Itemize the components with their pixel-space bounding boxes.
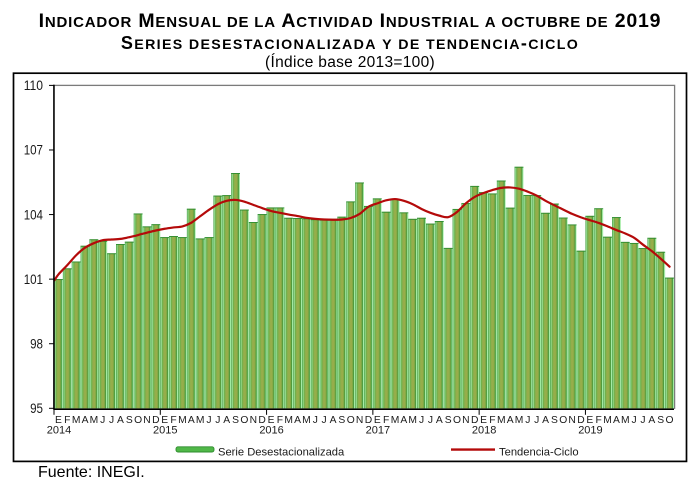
svg-text:E: E [374,415,381,426]
svg-text:A: A [82,415,89,426]
svg-text:S: S [551,415,558,426]
svg-text:A: A [117,415,124,426]
svg-text:A: A [223,415,230,426]
svg-text:E: E [480,415,487,426]
svg-text:J: J [322,415,327,426]
svg-text:2019: 2019 [578,425,602,437]
svg-text:N: N [462,415,469,426]
svg-text:M: M [621,415,630,426]
svg-text:N: N [143,415,150,426]
svg-text:O: O [453,415,461,426]
svg-text:A: A [188,415,195,426]
svg-text:D: D [365,415,372,426]
svg-text:J: J [215,415,220,426]
svg-text:M: M [178,415,187,426]
svg-text:A: A [542,415,549,426]
svg-text:A: A [330,415,337,426]
svg-text:A: A [613,415,620,426]
svg-text:M: M [302,415,311,426]
svg-text:N: N [250,415,257,426]
svg-text:A: A [400,415,407,426]
svg-text:M: M [196,415,205,426]
svg-text:2016: 2016 [259,425,283,437]
svg-text:J: J [632,415,637,426]
svg-text:M: M [284,415,293,426]
svg-text:S: S [657,415,664,426]
svg-text:101: 101 [24,272,43,287]
svg-text:J: J [313,415,318,426]
svg-text:110: 110 [24,78,44,93]
svg-text:D: D [577,415,584,426]
svg-text:2015: 2015 [153,425,177,437]
svg-text:N: N [568,415,575,426]
svg-text:M: M [72,415,81,426]
svg-text:J: J [534,415,539,426]
svg-text:M: M [497,415,506,426]
svg-text:M: M [391,415,400,426]
svg-text:J: J [109,415,114,426]
svg-text:J: J [640,415,645,426]
svg-text:2014: 2014 [47,425,71,437]
svg-text:D: D [258,415,265,426]
svg-text:J: J [419,415,424,426]
svg-text:S: S [338,415,345,426]
svg-text:A: A [294,415,301,426]
svg-text:A: A [436,415,443,426]
svg-text:O: O [240,415,248,426]
svg-text:F: F [489,415,495,426]
svg-text:2018: 2018 [472,425,496,437]
svg-text:A: A [507,415,514,426]
svg-text:D: D [152,415,159,426]
svg-text:J: J [525,415,530,426]
svg-text:95: 95 [30,401,43,416]
svg-text:Serie Desestacionalizada: Serie Desestacionalizada [218,446,345,458]
svg-text:A: A [648,415,655,426]
svg-text:O: O [347,415,355,426]
svg-text:M: M [603,415,612,426]
svg-text:F: F [64,415,70,426]
svg-text:F: F [596,415,602,426]
svg-text:O: O [666,415,674,426]
svg-text:M: M [515,415,524,426]
svg-text:S: S [445,415,452,426]
svg-text:J: J [100,415,105,426]
svg-text:O: O [134,415,142,426]
svg-text:M: M [408,415,417,426]
svg-text:Tendencia-Ciclo: Tendencia-Ciclo [499,446,579,458]
svg-text:98: 98 [30,336,43,351]
svg-text:N: N [356,415,363,426]
svg-text:S: S [126,415,133,426]
svg-text:O: O [559,415,567,426]
svg-text:E: E [55,415,62,426]
svg-text:E: E [161,415,168,426]
svg-text:F: F [383,415,389,426]
svg-text:F: F [277,415,283,426]
svg-text:D: D [471,415,478,426]
svg-text:F: F [170,415,176,426]
svg-text:104: 104 [24,207,44,222]
svg-text:S: S [232,415,239,426]
svg-text:M: M [90,415,99,426]
svg-text:2017: 2017 [366,425,390,437]
svg-text:J: J [428,415,433,426]
svg-text:107: 107 [24,143,43,158]
svg-text:E: E [586,415,593,426]
svg-text:J: J [206,415,211,426]
svg-text:E: E [268,415,275,426]
